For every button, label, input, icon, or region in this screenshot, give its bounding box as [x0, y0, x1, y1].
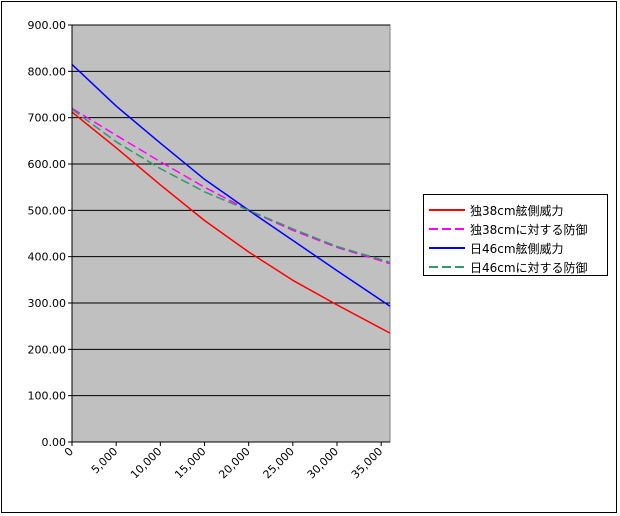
x-axis-ticks: 0 5,000 10,000 15,000 20,000 25,000 30,000 35,0… — [62, 442, 385, 481]
legend-swatch — [429, 247, 465, 249]
series-lines — [71, 63, 391, 334]
legend-label: 独38cmに対する防御 — [470, 223, 588, 237]
chart-legend: 独38cm舷側威力独38cmに対する防御 日46cm舷側威力日46cmに対する防御 — [423, 194, 608, 276]
legend-item: 独38cm舷側威力 — [424, 201, 607, 219]
x-tick-label: 20,000 — [216, 445, 252, 481]
x-tick-label: 5,000 — [89, 445, 120, 476]
series-line-2 — [71, 107, 391, 265]
series-line-4 — [71, 108, 391, 263]
legend-swatch — [429, 209, 465, 211]
x-tick-label: 30,000 — [305, 445, 341, 481]
legend-label: 日46cmに対する防御 — [470, 261, 588, 275]
y-tick-label: 100.00 — [28, 390, 67, 403]
y-axis-ticks: 0.00 100.00 200.00 300.00 400.00 500.00 600.00… — [28, 19, 72, 449]
y-tick-label: 200.00 — [28, 343, 67, 356]
gridlines — [72, 24, 390, 397]
y-tick-label: 500.00 — [28, 204, 67, 217]
series-line-1 — [71, 111, 391, 334]
legend-label: 日46cm舷側威力 — [470, 242, 564, 256]
x-tick-label: 25,000 — [261, 445, 297, 481]
y-tick-label: 300.00 — [28, 297, 67, 310]
x-tick-label: 0 — [62, 445, 76, 459]
x-tick-label: 15,000 — [172, 445, 208, 481]
y-tick-label: 0.00 — [42, 436, 67, 449]
legend-swatch — [429, 266, 465, 268]
legend-item: 日46cm舷側威力 — [424, 239, 607, 257]
legend-swatch — [429, 228, 465, 230]
y-tick-label: 400.00 — [28, 251, 67, 264]
legend-item: 日46cmに対する防御 — [424, 258, 607, 276]
series-line-3 — [71, 63, 391, 307]
y-tick-label: 900.00 — [28, 19, 67, 32]
y-tick-label: 600.00 — [28, 158, 67, 171]
y-tick-label: 800.00 — [28, 65, 67, 78]
plot-area — [71, 24, 391, 443]
y-tick-label: 700.00 — [28, 112, 67, 125]
legend-item: 独38cmに対する防御 — [424, 220, 607, 238]
legend-label: 独38cm舷側威力 — [470, 204, 564, 218]
x-tick-label: 10,000 — [128, 445, 164, 481]
x-tick-label: 35,000 — [349, 445, 385, 481]
